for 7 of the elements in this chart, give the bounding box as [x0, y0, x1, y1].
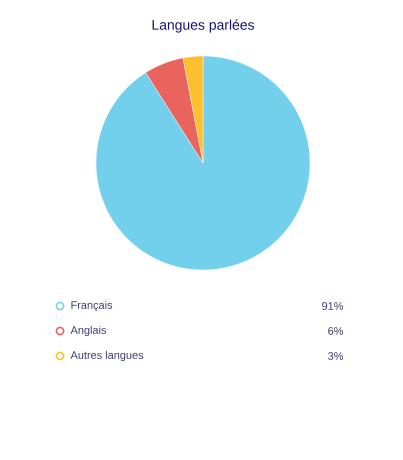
legend-label: Français: [71, 300, 112, 312]
data-label: 91%: [322, 302, 344, 310]
data-label: 3%: [328, 352, 344, 360]
chart-title: Langues parlées: [152, 19, 254, 33]
legend-label: Autres langues: [70, 350, 144, 362]
legend-label: Anglais: [70, 326, 106, 336]
data-label: 6%: [328, 327, 344, 335]
